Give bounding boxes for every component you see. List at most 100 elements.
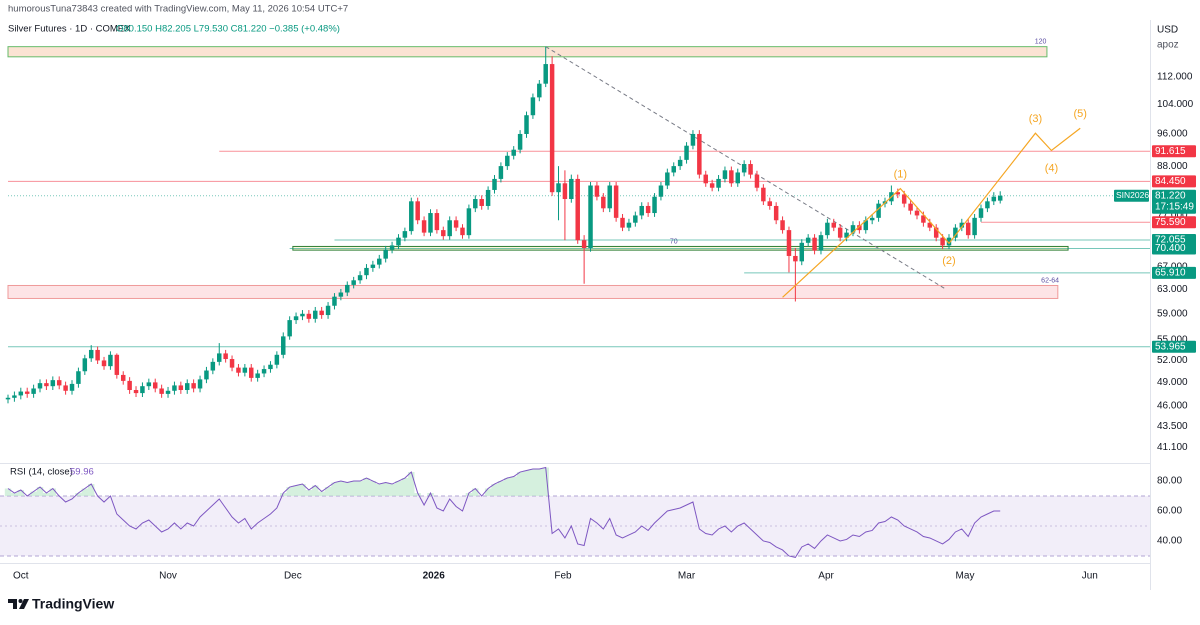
candle-body bbox=[895, 192, 901, 195]
rsi-overbought-fill bbox=[4, 467, 549, 497]
candle-body bbox=[575, 178, 580, 241]
candle-body bbox=[786, 230, 792, 256]
candle-body bbox=[709, 183, 715, 188]
candle-body bbox=[850, 225, 856, 233]
zone bbox=[7, 284, 1059, 299]
candle-body bbox=[300, 313, 305, 317]
logo-dot bbox=[18, 599, 23, 603]
candle-body bbox=[5, 397, 11, 400]
candle-body bbox=[761, 187, 766, 202]
candle-body bbox=[991, 196, 997, 202]
candle-body bbox=[773, 205, 779, 221]
candle-body bbox=[921, 215, 926, 223]
candle-body bbox=[447, 220, 452, 237]
candle-body bbox=[69, 383, 75, 391]
candle-body bbox=[485, 189, 491, 206]
candle-body bbox=[313, 310, 318, 319]
candle-body bbox=[869, 217, 875, 221]
candle-body bbox=[805, 237, 811, 243]
candle-body bbox=[562, 183, 568, 200]
candle-body bbox=[511, 149, 516, 156]
logo-icon bbox=[8, 599, 29, 609]
candle-body bbox=[370, 264, 376, 268]
rsi-value: 59.96 bbox=[70, 467, 94, 478]
candle-body bbox=[76, 371, 81, 384]
symbol-code: SIN2026 bbox=[1116, 190, 1149, 200]
y-tick-label: 52.000 bbox=[1157, 355, 1188, 366]
candle-body bbox=[197, 379, 203, 389]
y-tick-label: 88.000 bbox=[1157, 161, 1188, 172]
candle-body bbox=[217, 353, 222, 362]
candle-body bbox=[530, 97, 536, 116]
candle-body bbox=[741, 164, 747, 173]
candle-body bbox=[293, 316, 299, 321]
candle-body bbox=[799, 242, 805, 262]
candle-body bbox=[492, 178, 497, 190]
zone-label: 120 bbox=[1035, 39, 1047, 46]
candle-body bbox=[18, 391, 24, 396]
candle-body bbox=[428, 213, 433, 233]
candle-body bbox=[140, 386, 145, 394]
candle-body bbox=[95, 349, 100, 361]
candle-body bbox=[108, 354, 113, 367]
candle-body bbox=[242, 367, 248, 373]
candle-body bbox=[581, 240, 587, 249]
x-tick-label: Feb bbox=[554, 571, 572, 582]
candle-body bbox=[607, 185, 612, 209]
candle-body bbox=[133, 390, 139, 394]
candle-body bbox=[825, 222, 830, 236]
zone bbox=[7, 46, 1048, 58]
candle-body bbox=[319, 310, 324, 316]
candle-body bbox=[120, 374, 126, 381]
candle-body bbox=[191, 383, 196, 389]
rsi-tick-label: 80.00 bbox=[1157, 476, 1182, 487]
candle-body bbox=[12, 395, 17, 398]
candle-body bbox=[236, 367, 241, 373]
price-label: 65.910 bbox=[1155, 268, 1186, 279]
candle-body bbox=[402, 231, 408, 238]
candle-body bbox=[613, 185, 619, 218]
candle-body bbox=[421, 220, 427, 233]
candle-body bbox=[383, 249, 388, 259]
candle-body bbox=[44, 383, 49, 387]
candle-body bbox=[184, 383, 190, 391]
candle-body bbox=[287, 320, 292, 337]
brand: TradingView bbox=[32, 596, 114, 612]
zone-label: 62-64 bbox=[1041, 277, 1059, 284]
author-line: humorousTuna73843 created with TradingVi… bbox=[8, 4, 348, 15]
y-tick-label: 77.000 bbox=[1157, 210, 1188, 221]
candle-body bbox=[735, 172, 740, 184]
candle-body bbox=[933, 227, 939, 238]
y-tick-label: 55.000 bbox=[1157, 334, 1188, 345]
candle-body bbox=[620, 217, 625, 228]
price-label: 91.615 bbox=[1155, 146, 1186, 157]
candle-body bbox=[537, 83, 542, 98]
candle-body bbox=[377, 258, 382, 265]
candle-body bbox=[165, 390, 171, 394]
price-label: 81.220 bbox=[1155, 190, 1186, 201]
price-label-box bbox=[1152, 216, 1196, 229]
y-tick-label: 96.000 bbox=[1157, 129, 1188, 140]
rsi-tick-label: 40.00 bbox=[1157, 536, 1182, 547]
x-tick-label: May bbox=[956, 571, 975, 582]
y-tick-label: 46.000 bbox=[1157, 400, 1188, 411]
candle-body bbox=[210, 361, 216, 371]
price-label-box bbox=[1152, 189, 1196, 214]
candle-body bbox=[543, 64, 548, 84]
candle-body bbox=[908, 203, 913, 211]
symbol-box bbox=[1114, 189, 1149, 202]
candle-body bbox=[82, 358, 88, 372]
candle-body bbox=[415, 201, 420, 221]
user-tag: apoz bbox=[1157, 40, 1179, 51]
candle-body bbox=[473, 199, 478, 209]
candle-body bbox=[997, 195, 1003, 201]
candle-body bbox=[325, 305, 331, 316]
candle-body bbox=[658, 185, 664, 197]
candle-body bbox=[517, 133, 523, 150]
wave-label: (3) bbox=[1029, 113, 1042, 125]
price-label: 84.450 bbox=[1155, 176, 1186, 187]
candle-body bbox=[645, 205, 651, 214]
y-tick-label: 59.000 bbox=[1157, 308, 1188, 319]
candle-body bbox=[306, 313, 312, 319]
